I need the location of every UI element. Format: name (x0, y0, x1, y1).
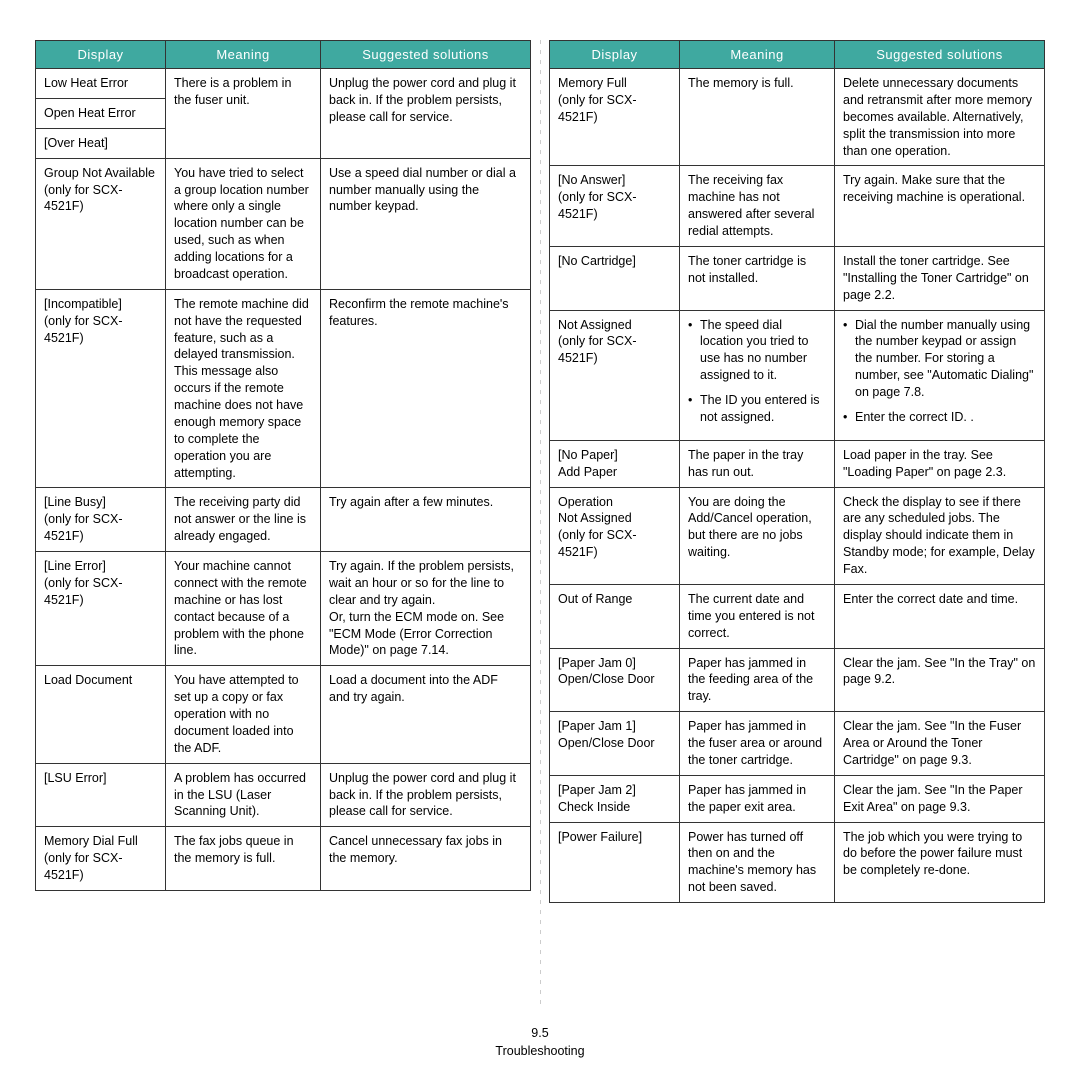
cell-solutions: Delete unnecessary documents and retrans… (835, 69, 1045, 166)
table-row: [No Paper]Add PaperThe paper in the tray… (550, 440, 1045, 487)
cell-meaning: Paper has jammed in the feeding area of … (680, 648, 835, 712)
table-row: [No Cartridge]The toner cartridge is not… (550, 246, 1045, 310)
cell-meaning: There is a problem in the fuser unit. (166, 69, 321, 159)
column-divider (531, 40, 549, 1005)
column-header-display: Display (36, 41, 166, 69)
cell-display: [Power Failure] (550, 822, 680, 903)
cell-display: Memory Dial Full(only for SCX-4521F) (36, 827, 166, 891)
table-row: Load DocumentYou have attempted to set u… (36, 666, 531, 763)
cell-meaning: The paper in the tray has run out. (680, 440, 835, 487)
cell-solutions: Check the display to see if there are an… (835, 487, 1045, 584)
cell-solutions: Enter the correct date and time. (835, 584, 1045, 648)
column-header-solutions: Suggested solutions (321, 41, 531, 69)
cell-display: [Over Heat] (36, 128, 166, 158)
table-row: [LSU Error]A problem has occurred in the… (36, 763, 531, 827)
cell-solutions: Try again. If the problem persists, wait… (321, 552, 531, 666)
cell-meaning: The fax jobs queue in the memory is full… (166, 827, 321, 891)
table-row: [Paper Jam 1]Open/Close DoorPaper has ja… (550, 712, 1045, 776)
column-header-display: Display (550, 41, 680, 69)
cell-solutions: Try again after a few minutes. (321, 488, 531, 552)
table-row: [Paper Jam 2]Check InsidePaper has jamme… (550, 775, 1045, 822)
cell-display: Memory Full(only for SCX-4521F) (550, 69, 680, 166)
cell-solutions: Clear the jam. See "In the Tray" on page… (835, 648, 1045, 712)
table-row: [Line Busy](only for SCX-4521F)The recei… (36, 488, 531, 552)
cell-solutions: Use a speed dial number or dial a number… (321, 158, 531, 289)
cell-solutions: Cancel unnecessary fax jobs in the memor… (321, 827, 531, 891)
cell-solutions: Clear the jam. See "In the Fuser Area or… (835, 712, 1045, 776)
table-row: Low Heat ErrorThere is a problem in the … (36, 69, 531, 99)
table-row: [Incompatible](only for SCX-4521F)The re… (36, 289, 531, 488)
table-row: OperationNot Assigned(only for SCX-4521F… (550, 487, 1045, 584)
cell-display: Open Heat Error (36, 98, 166, 128)
cell-solutions: Load a document into the ADF and try aga… (321, 666, 531, 763)
cell-solutions: Unplug the power cord and plug it back i… (321, 763, 531, 827)
cell-display: Not Assigned(only for SCX-4521F) (550, 310, 680, 440)
left-column: DisplayMeaningSuggested solutionsLow Hea… (35, 40, 531, 1005)
table-row: Not Assigned(only for SCX-4521F)The spee… (550, 310, 1045, 440)
cell-display: [Paper Jam 1]Open/Close Door (550, 712, 680, 776)
table-row: [Power Failure]Power has turned off then… (550, 822, 1045, 903)
page-number: 9.5 (35, 1025, 1045, 1043)
cell-meaning: You are doing the Add/Cancel operation, … (680, 487, 835, 584)
cell-meaning: You have attempted to set up a copy or f… (166, 666, 321, 763)
cell-meaning: Power has turned off then on and the mac… (680, 822, 835, 903)
cell-display: [Incompatible](only for SCX-4521F) (36, 289, 166, 488)
cell-meaning: You have tried to select a group locatio… (166, 158, 321, 289)
cell-meaning: The current date and time you entered is… (680, 584, 835, 648)
table-row: Memory Dial Full(only for SCX-4521F)The … (36, 827, 531, 891)
table-row: [Paper Jam 0]Open/Close DoorPaper has ja… (550, 648, 1045, 712)
table-row: Memory Full(only for SCX-4521F)The memor… (550, 69, 1045, 166)
troubleshooting-table-right: DisplayMeaningSuggested solutionsMemory … (549, 40, 1045, 903)
cell-display: [No Paper]Add Paper (550, 440, 680, 487)
cell-display: OperationNot Assigned(only for SCX-4521F… (550, 487, 680, 584)
cell-meaning: A problem has occurred in the LSU (Laser… (166, 763, 321, 827)
table-row: [No Answer](only for SCX-4521F)The recei… (550, 166, 1045, 247)
cell-solutions: Load paper in the tray. See "Loading Pap… (835, 440, 1045, 487)
section-title: Troubleshooting (35, 1043, 1045, 1061)
cell-meaning: The receiving party did not answer or th… (166, 488, 321, 552)
cell-display: Load Document (36, 666, 166, 763)
cell-meaning: The memory is full. (680, 69, 835, 166)
cell-display: Group Not Available(only for SCX-4521F) (36, 158, 166, 289)
troubleshooting-table-left: DisplayMeaningSuggested solutionsLow Hea… (35, 40, 531, 891)
cell-display: [LSU Error] (36, 763, 166, 827)
column-header-solutions: Suggested solutions (835, 41, 1045, 69)
right-column: DisplayMeaningSuggested solutionsMemory … (549, 40, 1045, 1005)
cell-display: Low Heat Error (36, 69, 166, 99)
cell-display: [No Cartridge] (550, 246, 680, 310)
cell-meaning: The remote machine did not have the requ… (166, 289, 321, 488)
table-row: Out of RangeThe current date and time yo… (550, 584, 1045, 648)
cell-meaning: Paper has jammed in the fuser area or ar… (680, 712, 835, 776)
cell-meaning: Paper has jammed in the paper exit area. (680, 775, 835, 822)
cell-solutions: Install the toner cartridge. See "Instal… (835, 246, 1045, 310)
cell-meaning: Your machine cannot connect with the rem… (166, 552, 321, 666)
cell-solutions: Try again. Make sure that the receiving … (835, 166, 1045, 247)
column-header-meaning: Meaning (166, 41, 321, 69)
cell-solutions: Unplug the power cord and plug it back i… (321, 69, 531, 159)
cell-solutions: Reconfirm the remote machine's features. (321, 289, 531, 488)
cell-meaning: The receiving fax machine has not answer… (680, 166, 835, 247)
columns-wrapper: DisplayMeaningSuggested solutionsLow Hea… (35, 40, 1045, 1005)
page: DisplayMeaningSuggested solutionsLow Hea… (0, 0, 1080, 1080)
cell-display: [No Answer](only for SCX-4521F) (550, 166, 680, 247)
table-row: Group Not Available(only for SCX-4521F)Y… (36, 158, 531, 289)
cell-display: [Paper Jam 0]Open/Close Door (550, 648, 680, 712)
cell-solutions: Dial the number manually using the numbe… (835, 310, 1045, 440)
cell-display: [Line Error](only for SCX-4521F) (36, 552, 166, 666)
cell-display: [Paper Jam 2]Check Inside (550, 775, 680, 822)
column-header-meaning: Meaning (680, 41, 835, 69)
page-footer: 9.5 Troubleshooting (35, 1005, 1045, 1060)
cell-solutions: Clear the jam. See "In the Paper Exit Ar… (835, 775, 1045, 822)
cell-display: [Line Busy](only for SCX-4521F) (36, 488, 166, 552)
cell-display: Out of Range (550, 584, 680, 648)
cell-solutions: The job which you were trying to do befo… (835, 822, 1045, 903)
table-row: [Line Error](only for SCX-4521F)Your mac… (36, 552, 531, 666)
cell-meaning: The toner cartridge is not installed. (680, 246, 835, 310)
cell-meaning: The speed dial location you tried to use… (680, 310, 835, 440)
